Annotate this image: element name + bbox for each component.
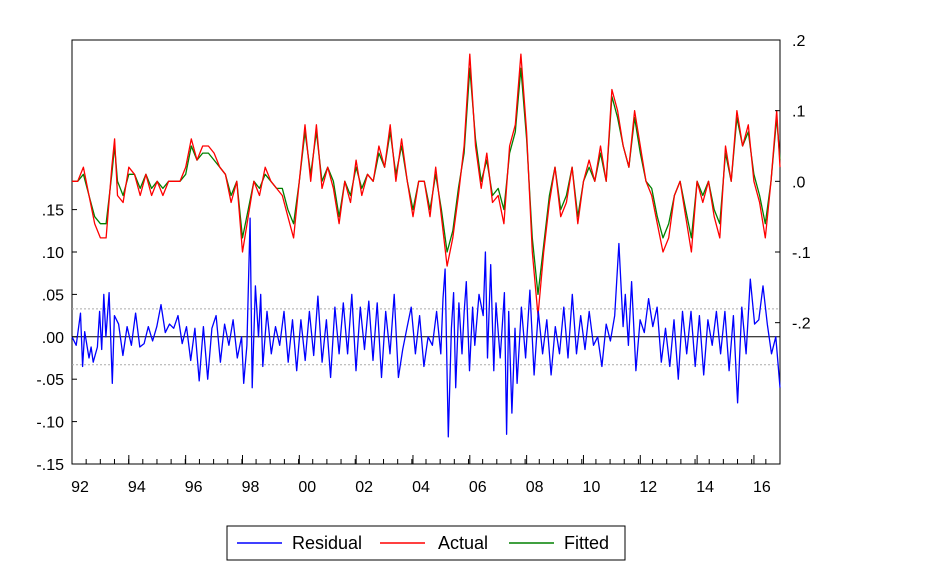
x-tick-label: 06 <box>469 479 487 496</box>
x-tick-label: 16 <box>753 479 771 496</box>
x-tick-label: 92 <box>71 479 89 496</box>
x-axis: 92 94 96 98 00 02 04 06 08 10 12 14 16 <box>71 455 781 496</box>
x-tick-label: 08 <box>526 479 544 496</box>
x-tick-label: 04 <box>412 479 430 496</box>
right-tick-label: .2 <box>792 33 805 50</box>
left-tick-label: .10 <box>42 245 64 262</box>
residual-bands <box>72 308 780 366</box>
right-tick-label: -.2 <box>792 316 811 333</box>
x-tick-label: 00 <box>298 479 316 496</box>
x-tick-label: 14 <box>696 479 714 496</box>
legend-label-actual: Actual <box>438 533 488 553</box>
x-tick-label: 12 <box>639 479 657 496</box>
x-tick-label: 10 <box>583 479 601 496</box>
legend-frame <box>226 525 626 561</box>
right-axis: -.2 -.1 .0 .1 .2 <box>775 33 811 333</box>
series-lines <box>71 53 781 438</box>
left-axis: -.15 -.10 -.05 .00 .05 .10 .15 <box>36 203 77 474</box>
series-line-actual <box>72 53 781 317</box>
left-tick-label: .05 <box>42 287 64 304</box>
left-tick-label: .00 <box>42 330 64 347</box>
legend-label-fitted: Fitted <box>564 533 609 553</box>
x-tick-label: 02 <box>355 479 373 496</box>
series-line-residual <box>71 217 781 438</box>
right-tick-label: .0 <box>792 174 805 191</box>
plot-frame <box>71 39 781 465</box>
legend: Residual Actual Fitted <box>226 525 626 561</box>
x-tick-label: 98 <box>242 479 260 496</box>
left-tick-label: -.10 <box>36 415 64 432</box>
left-tick-label: .15 <box>42 203 64 220</box>
x-tick-label: 94 <box>128 479 146 496</box>
left-tick-label: -.15 <box>36 457 64 474</box>
x-tick-label: 96 <box>185 479 203 496</box>
right-tick-label: .1 <box>792 104 805 121</box>
left-tick-label: -.05 <box>36 372 64 389</box>
legend-label-residual: Residual <box>292 533 362 553</box>
right-tick-label: -.1 <box>792 245 811 262</box>
